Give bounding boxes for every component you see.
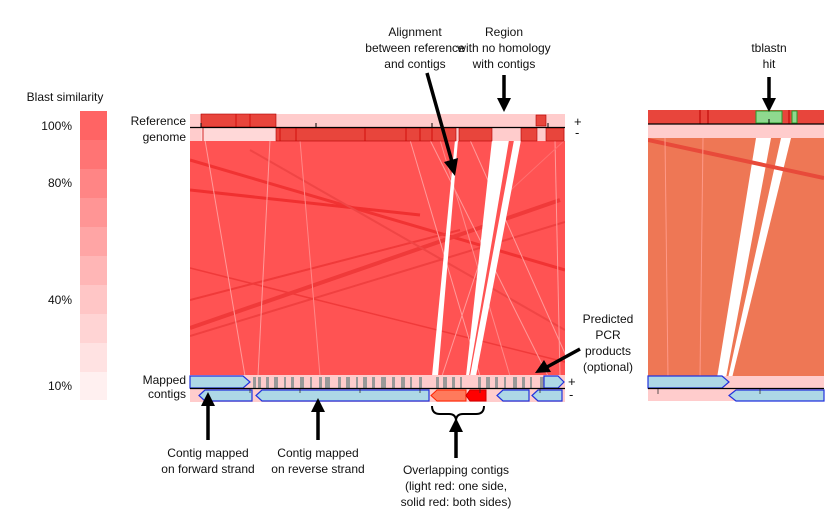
overlap-brace — [431, 405, 485, 422]
annotation-no-homology-line3: with contigs — [472, 57, 536, 71]
annotation-forward-line1: Contig mapped — [167, 446, 248, 460]
legend-title: Blast similarity — [27, 90, 104, 104]
annotation-alignment-line3: and contigs — [384, 57, 445, 71]
zoom-panel — [647, 110, 825, 402]
alignment-lines — [190, 140, 565, 376]
annotation-overlap-line3: solid red: both sides) — [401, 495, 512, 509]
alignment-gap — [432, 140, 458, 376]
overlap-contig-solid — [465, 389, 487, 402]
annotation-tblastn-line1: tblastn — [751, 41, 786, 55]
reverse-contig-zoom — [728, 389, 825, 402]
contigs-label-line1: Mapped — [143, 373, 186, 387]
overlap-contig-light — [430, 389, 467, 402]
annotation-overlap-line1: Overlapping contigs — [403, 463, 509, 477]
annotation-arrows — [206, 72, 771, 458]
similarity-legend: Blast similarity 100% 80% 40% 10% — [27, 90, 107, 400]
reference-minus-strand: - — [575, 125, 579, 140]
legend-tick-40: 40% — [48, 293, 72, 307]
annotation-pcr-line3: products — [585, 344, 631, 358]
forward-contig — [543, 375, 565, 389]
annotation-forward-line2: on forward strand — [161, 462, 254, 476]
reference-label-line2: genome — [143, 130, 187, 144]
reverse-contig — [198, 389, 253, 402]
reference-track: Reference genome + - — [131, 113, 582, 144]
annotation-no-homology-line1: Region — [485, 25, 523, 39]
contigs-plus-strand: + — [568, 374, 576, 389]
contig-track: Mapped contigs + - — [143, 373, 576, 402]
forward-contig-zoom — [647, 375, 730, 389]
reverse-contig — [255, 389, 430, 402]
legend-tick-10: 10% — [48, 379, 72, 393]
annotation-overlap-line2: (light red: one side, — [405, 479, 507, 493]
annotation-pcr-line1: Predicted — [583, 312, 634, 326]
contigs-minus-strand: - — [569, 387, 573, 402]
forward-contig — [189, 375, 251, 389]
legend-tick-80: 80% — [48, 176, 72, 190]
alignment-area — [190, 140, 565, 376]
reverse-contig — [496, 389, 530, 402]
annotation-pcr-line4: (optional) — [583, 360, 633, 374]
annotation-alignment-line2: between reference — [365, 41, 465, 55]
annotation-reverse-line1: Contig mapped — [277, 446, 358, 460]
annotation-no-homology-line2: with no homology — [456, 41, 550, 55]
legend-tick-100: 100% — [41, 119, 72, 133]
reference-plus-strand: + — [574, 114, 582, 129]
annotation-arrowheads — [201, 98, 776, 432]
annotation-reverse-line2: on reverse strand — [271, 462, 364, 476]
annotation-alignment-line1: Alignment — [388, 25, 442, 39]
contigs-label-line2: contigs — [148, 387, 186, 401]
annotation-pcr-line2: PCR — [595, 328, 621, 342]
annotation-tblastn-line2: hit — [763, 57, 776, 71]
reverse-contig — [531, 389, 563, 402]
reference-label-line1: Reference — [131, 114, 187, 128]
legend-gradient — [80, 111, 107, 400]
